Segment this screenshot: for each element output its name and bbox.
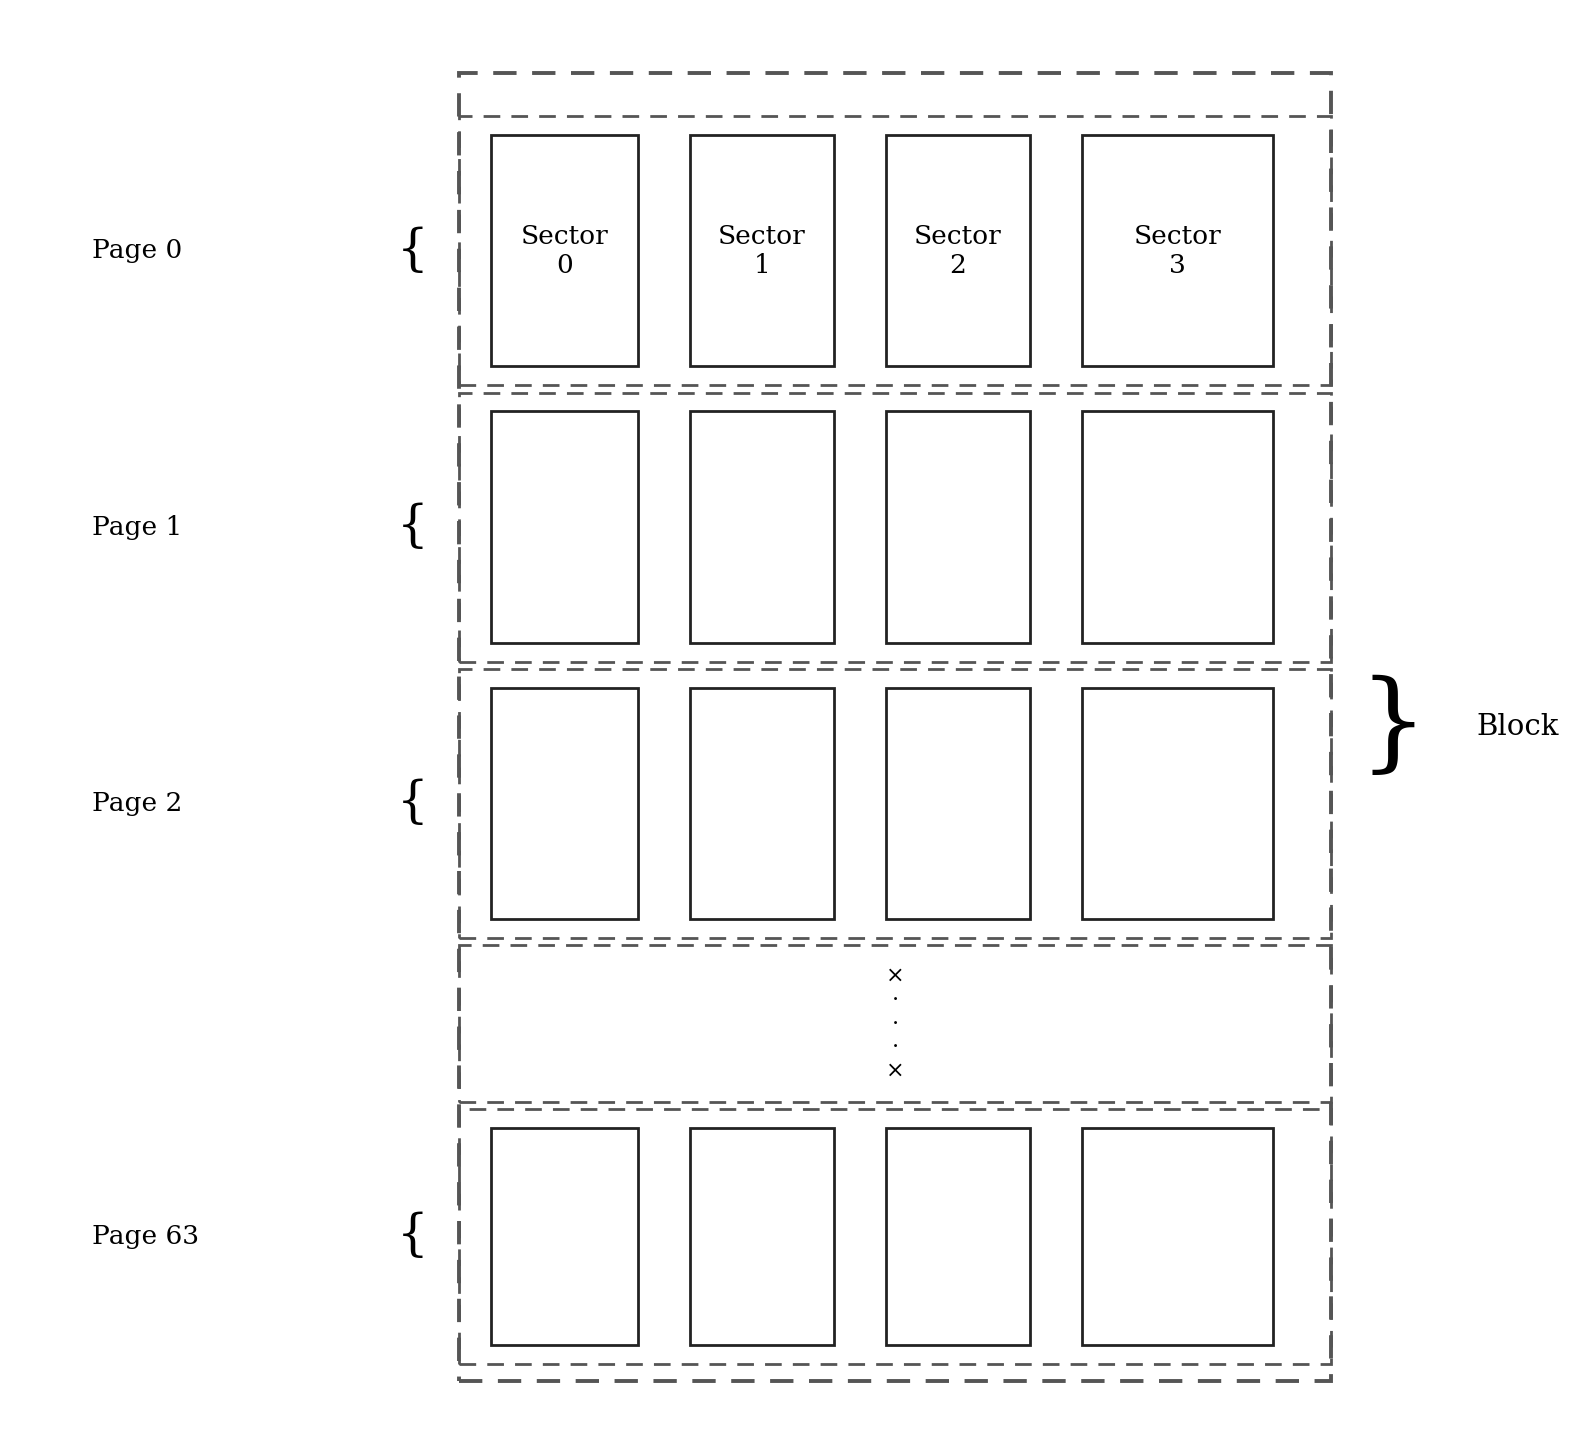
- Text: Sector
3: Sector 3: [1134, 224, 1221, 278]
- Bar: [885, 1128, 1030, 1345]
- Bar: [491, 135, 637, 366]
- Text: {: {: [397, 225, 429, 276]
- Text: Sector
2: Sector 2: [914, 224, 1002, 278]
- Bar: [691, 135, 834, 366]
- Text: Block: Block: [1476, 712, 1559, 742]
- Bar: [885, 135, 1030, 366]
- Text: Page 2: Page 2: [91, 791, 182, 816]
- Bar: [458, 116, 1331, 385]
- Text: Page 63: Page 63: [91, 1224, 199, 1249]
- Text: }: }: [1358, 675, 1427, 779]
- Text: Page 0: Page 0: [91, 238, 182, 263]
- Text: Sector
1: Sector 1: [717, 224, 805, 278]
- Bar: [1082, 135, 1273, 366]
- Bar: [1082, 411, 1273, 643]
- Text: {: {: [397, 502, 429, 553]
- Bar: [885, 688, 1030, 919]
- Bar: [691, 688, 834, 919]
- Bar: [491, 1128, 637, 1345]
- Text: ×
·
·
·
×: × · · · ×: [885, 965, 904, 1082]
- Text: {: {: [397, 1211, 429, 1262]
- Text: Page 1: Page 1: [91, 515, 182, 539]
- Bar: [458, 1109, 1331, 1364]
- Bar: [691, 411, 834, 643]
- Bar: [691, 1128, 834, 1345]
- Text: {: {: [397, 778, 429, 829]
- Bar: [458, 393, 1331, 662]
- Bar: [491, 411, 637, 643]
- Text: Sector
0: Sector 0: [521, 224, 609, 278]
- Bar: [458, 669, 1331, 938]
- Bar: [1082, 1128, 1273, 1345]
- Bar: [885, 411, 1030, 643]
- Bar: [1082, 688, 1273, 919]
- Bar: [491, 688, 637, 919]
- Bar: [458, 945, 1331, 1102]
- Bar: [458, 73, 1331, 1381]
